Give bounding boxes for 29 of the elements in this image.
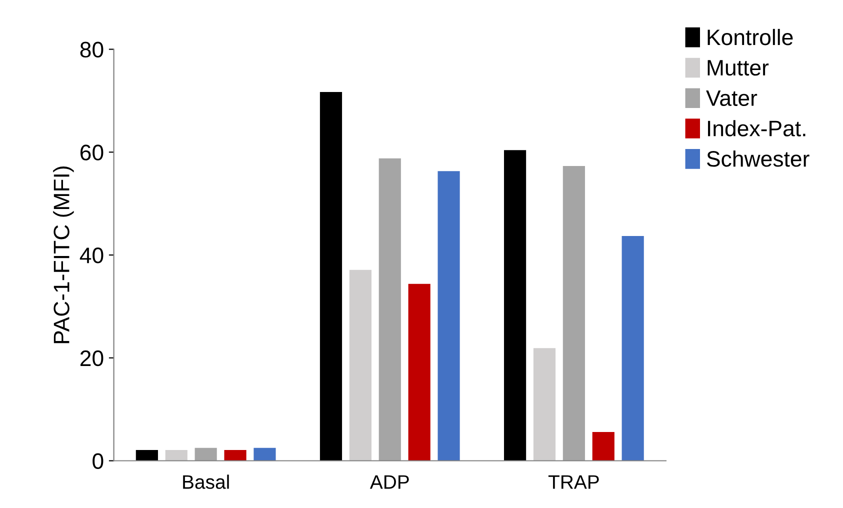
legend-label: Schwester (706, 150, 810, 167)
bar (224, 450, 246, 461)
y-tick-label: 0 (92, 453, 104, 470)
bar (378, 158, 401, 461)
legend-label: Index-Pat. (708, 120, 806, 136)
bar (408, 284, 430, 461)
y-tick-label: 20 (80, 350, 104, 366)
bar (592, 432, 614, 461)
y-axis-title: PAC-1-FITC (MFI) (53, 166, 74, 344)
bar (320, 92, 342, 461)
bar (622, 236, 644, 461)
bar (562, 166, 585, 461)
bar (438, 171, 460, 461)
x-tick-label: TRAP (548, 475, 599, 489)
bar (136, 450, 158, 461)
y-tick-label: 80 (80, 42, 104, 58)
legend-label: Mutter (708, 60, 769, 76)
legend-label: Kontrolle (708, 28, 793, 46)
bar (504, 150, 526, 461)
bar (533, 348, 556, 461)
x-tick-label: ADP (370, 475, 409, 489)
bar (165, 450, 188, 461)
bar (254, 448, 276, 461)
x-tick-label: Basal (183, 474, 229, 489)
bar (349, 270, 372, 461)
bar (194, 448, 217, 461)
legend-label: Vater (706, 90, 758, 106)
y-tick-label: 40 (80, 248, 104, 264)
y-tick-label: 60 (80, 144, 104, 160)
